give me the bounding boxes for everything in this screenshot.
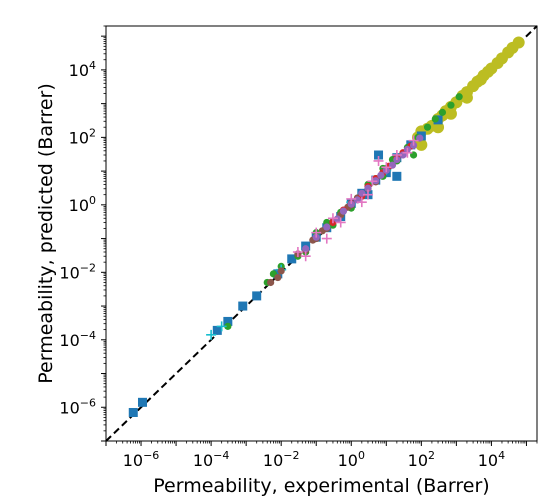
- x-axis-label: Permeability, experimental (Barrer): [153, 475, 489, 497]
- data-point: [373, 155, 384, 166]
- data-point: [252, 291, 262, 301]
- data-point: [431, 115, 439, 123]
- y-axis-label: Permeability, predicted (Barrer): [35, 83, 57, 384]
- data-point: [335, 217, 346, 228]
- data-point: [512, 36, 525, 49]
- data-point: [358, 189, 366, 197]
- data-point: [292, 247, 303, 258]
- data-point: [438, 108, 447, 116]
- plot-frame: [105, 25, 538, 442]
- x-tick-label: 100: [338, 449, 365, 470]
- data-point: [377, 171, 385, 179]
- data-point: [273, 269, 283, 279]
- data-point: [287, 254, 297, 264]
- data-point: [321, 233, 332, 244]
- data-point: [402, 147, 413, 158]
- x-tick-label: 104: [478, 449, 505, 470]
- x-tick-label: 10−4: [193, 449, 230, 470]
- data-point: [392, 171, 402, 181]
- x-tick-label: 102: [408, 449, 435, 470]
- data-point: [381, 162, 392, 173]
- data-point: [311, 227, 322, 238]
- data-point: [128, 407, 138, 417]
- data-point: [137, 397, 147, 407]
- data-point: [347, 200, 355, 208]
- data-point: [267, 278, 275, 287]
- data-point: [447, 101, 455, 109]
- data-point: [391, 150, 402, 161]
- data-point: [223, 316, 233, 326]
- x-tick-label: 10−6: [123, 449, 160, 470]
- data-point: [224, 322, 232, 330]
- y-tick-label: 10−2: [59, 261, 96, 282]
- data-point: [367, 176, 378, 187]
- data-point: [216, 321, 227, 332]
- data-point: [460, 91, 473, 104]
- data-point: [408, 135, 419, 146]
- data-point: [362, 189, 373, 200]
- data-point: [300, 251, 311, 262]
- data-point: [206, 329, 217, 340]
- y-tick-label: 100: [69, 194, 96, 215]
- data-point: [277, 267, 285, 275]
- y-tick-label: 102: [69, 126, 96, 147]
- data-point: [356, 197, 367, 208]
- data-point: [302, 245, 310, 253]
- data-point: [455, 93, 463, 101]
- y-tick-label: 10−6: [59, 396, 96, 417]
- data-point: [339, 207, 348, 215]
- data-point: [274, 273, 282, 282]
- data-point: [212, 325, 222, 335]
- data-point: [327, 213, 338, 224]
- data-point: [364, 184, 372, 192]
- x-axis-ticks: 10−6 10−4 10−2 100 102 104: [105, 441, 538, 470]
- y-tick-label: 10−4: [59, 329, 96, 350]
- data-points-group: [128, 36, 525, 417]
- x-tick-label: 10−2: [263, 449, 300, 470]
- y-tick-label: 104: [69, 59, 96, 80]
- data-point: [323, 223, 331, 231]
- data-point: [444, 107, 457, 120]
- y-axis-ticks: 10−6 10−4 10−2 100 102 104: [59, 25, 106, 442]
- data-point: [415, 138, 428, 151]
- data-point: [238, 301, 248, 311]
- data-point: [374, 150, 384, 160]
- data-point: [423, 123, 432, 131]
- data-point: [346, 193, 357, 204]
